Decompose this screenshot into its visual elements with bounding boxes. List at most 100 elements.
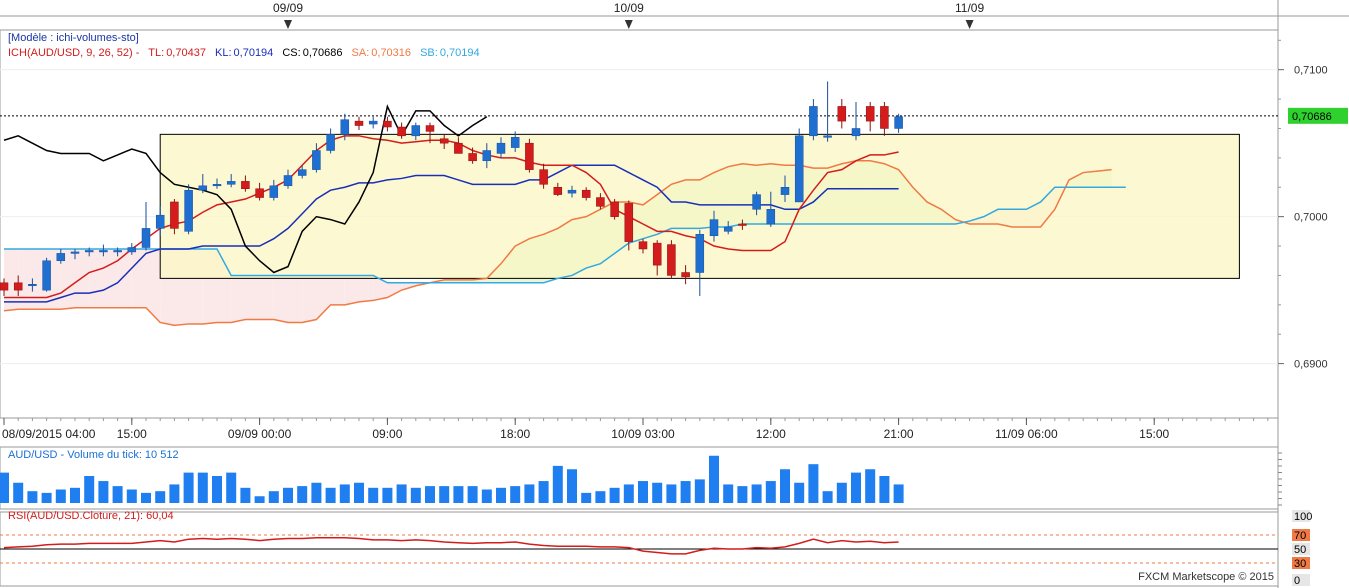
candle-17: [241, 175, 250, 192]
day-marker-arrow-2: [965, 20, 974, 29]
cloud-segment-9: [131, 248, 146, 308]
cloud-segment-27: [387, 282, 402, 298]
candle-body-10: [141, 228, 151, 248]
rsi-tick-label-2: 50: [1294, 544, 1306, 556]
volume-bar-19: [268, 491, 279, 503]
candle-19: [269, 179, 279, 201]
candle-0: [0, 278, 9, 297]
candle-1: [13, 275, 23, 297]
candle-34: [482, 143, 492, 169]
volume-bar-21: [297, 486, 308, 503]
candle-58: [823, 81, 832, 142]
candle-5: [70, 248, 80, 260]
cs-label: CS:: [282, 47, 301, 59]
candle-36: [510, 131, 520, 152]
volume-bar-60: [851, 472, 861, 503]
candle-body-58: [823, 135, 832, 138]
rsi-tick-bg-3: [1292, 529, 1310, 541]
rsi-tick-bg-4: [1292, 510, 1310, 522]
candle-46: [652, 240, 662, 276]
candle-body-59: [837, 106, 847, 122]
candle-body-48: [681, 272, 690, 278]
volume-bar-39: [552, 465, 563, 503]
candle-body-29: [411, 125, 421, 137]
candle-body-5: [70, 251, 80, 254]
volume-bar-15: [212, 476, 222, 503]
sa-value: 0,70316: [371, 47, 412, 59]
candle-body-61: [865, 106, 875, 122]
candle-body-11: [155, 214, 165, 229]
time-tick-label-4: 18:00: [500, 427, 530, 441]
volume-bar-33: [467, 486, 478, 503]
rsi-tick-bg-1: [1292, 557, 1310, 569]
volume-bar-54: [765, 481, 776, 503]
rsi-tick-label-4: 100: [1294, 511, 1312, 523]
candle-4: [56, 248, 66, 264]
candle-3: [42, 257, 51, 292]
cloud-segment-25: [359, 275, 374, 302]
candle-12: [170, 199, 179, 235]
kl-value: 0,70194: [233, 47, 274, 59]
candle-body-55: [780, 187, 790, 195]
candle-body-1: [13, 282, 23, 291]
candle-10: [141, 201, 151, 251]
volume-bar-24: [339, 484, 350, 503]
rsi-tick-label-1: 30: [1294, 558, 1306, 570]
candle-50: [709, 210, 719, 242]
volume-bar-36: [510, 486, 521, 503]
candle-56: [794, 128, 804, 203]
day-marker-label-0: 09/09: [273, 1, 303, 15]
volume-bar-28: [396, 484, 407, 503]
candle-body-18: [255, 188, 264, 198]
volume-bar-41: [581, 492, 592, 503]
candle-54: [766, 191, 776, 227]
candle-31: [439, 134, 449, 150]
time-tick-label-0: 08/09/2015 04:00: [2, 427, 96, 441]
candle-30: [425, 122, 435, 144]
time-tick-label-3: 09:00: [372, 427, 402, 441]
candle-6: [84, 247, 94, 257]
candle-body-50: [709, 219, 719, 237]
candle-body-62: [880, 106, 889, 129]
candle-body-41: [581, 189, 591, 198]
volume-bar-62: [879, 476, 890, 503]
candle-40: [567, 185, 577, 198]
candle-37: [525, 138, 534, 173]
volume-bar-46: [652, 482, 663, 503]
candle-body-39: [553, 187, 563, 195]
volume-bar-29: [410, 487, 421, 503]
candle-41: [581, 187, 591, 201]
volume-bar-23: [325, 487, 336, 503]
volume-bar-31: [439, 486, 450, 503]
volume-bar-27: [382, 487, 393, 503]
sa-label: SA:: [351, 47, 370, 59]
candle-body-33: [468, 153, 477, 162]
candle-body-22: [312, 150, 321, 170]
rsi-tick-label-0: 0: [1294, 575, 1300, 587]
cloud-segment-21: [302, 275, 317, 323]
time-tick-label-9: 15:00: [1139, 427, 1169, 441]
candle-62: [880, 102, 889, 136]
volume-bar-6: [84, 476, 95, 503]
candle-body-13: [184, 189, 193, 232]
candle-48: [681, 265, 690, 285]
candle-27: [383, 116, 392, 132]
candle-body-35: [496, 142, 506, 154]
volume-bar-38: [538, 481, 549, 503]
candle-body-24: [340, 119, 350, 135]
candle-body-21: [297, 169, 307, 176]
candle-9: [127, 243, 137, 255]
candle-38: [539, 163, 548, 189]
volume-bar-3: [41, 492, 52, 503]
candle-49: [695, 229, 705, 297]
candle-14: [198, 174, 208, 194]
candle-44: [624, 200, 634, 251]
volume-bar-63: [893, 484, 904, 503]
footer-brand: FXCM Marketscope © 2015: [1138, 571, 1274, 583]
volume-bar-37: [524, 484, 535, 503]
candle-47: [667, 240, 676, 279]
volume-bar-52: [737, 486, 748, 503]
candle-body-14: [198, 185, 208, 191]
candle-body-3: [42, 260, 51, 291]
